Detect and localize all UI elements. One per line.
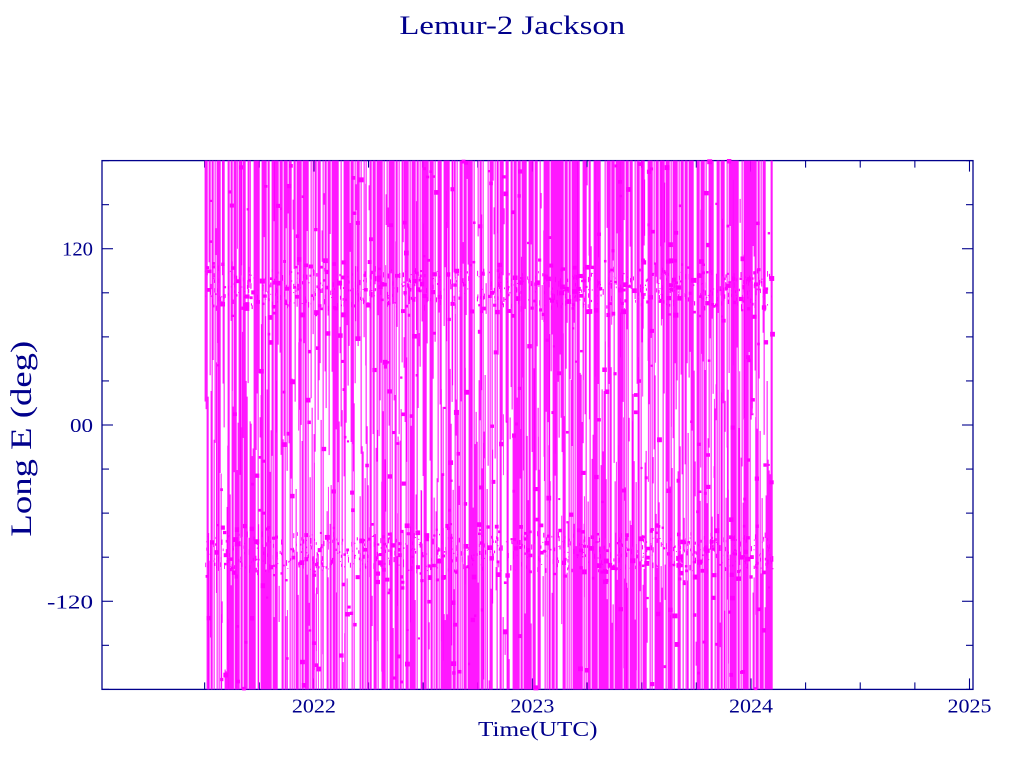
svg-text:2023: 2023	[510, 695, 554, 717]
svg-text:2024: 2024	[729, 695, 773, 717]
svg-text:00: 00	[70, 415, 93, 437]
svg-text:2022: 2022	[292, 695, 336, 717]
svg-text:120: 120	[62, 239, 93, 261]
svg-text:2025: 2025	[948, 695, 992, 717]
svg-text:-120: -120	[47, 591, 93, 613]
